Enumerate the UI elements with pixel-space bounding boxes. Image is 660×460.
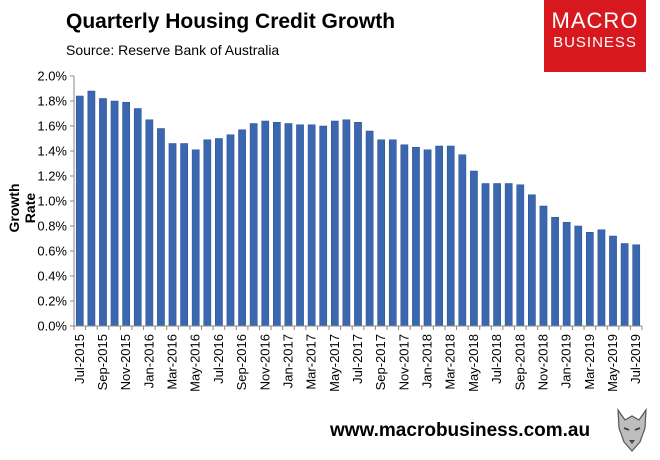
bar	[99, 98, 107, 327]
bar	[551, 217, 559, 327]
bar	[493, 183, 501, 327]
y-tick-label: 2.0%	[37, 69, 67, 84]
bar	[423, 149, 432, 327]
bar	[539, 205, 548, 327]
x-tick-label: Mar-2017	[304, 334, 319, 390]
y-tick-label: 0.8%	[37, 219, 67, 234]
x-tick-label: Nov-2018	[535, 334, 550, 390]
bar	[342, 119, 351, 327]
bar	[296, 124, 304, 327]
bar	[261, 120, 270, 327]
bar	[435, 145, 443, 327]
bar	[87, 90, 96, 327]
bar	[273, 122, 281, 327]
y-tick-label: 0.2%	[37, 294, 67, 309]
bar	[516, 184, 525, 327]
x-tick-label: Jul-2016	[211, 334, 226, 384]
bar	[412, 147, 420, 327]
bar	[620, 243, 629, 327]
bar	[226, 134, 235, 327]
y-tick-label: 1.6%	[37, 119, 67, 134]
y-tick-label: 1.0%	[37, 194, 67, 209]
x-tick-label: Nov-2015	[118, 334, 133, 390]
x-tick-label: Jul-2019	[628, 334, 643, 384]
bar	[191, 149, 200, 327]
bar	[330, 120, 339, 327]
bar	[458, 154, 467, 327]
bar	[307, 124, 316, 327]
bar	[215, 138, 223, 327]
y-tick-label: 1.8%	[37, 94, 67, 109]
bar	[203, 139, 212, 327]
chart-title: Quarterly Housing Credit Growth	[66, 10, 396, 33]
website-url: www.macrobusiness.com.au	[330, 420, 591, 441]
bar	[504, 183, 513, 327]
bar	[319, 125, 328, 327]
x-tick-label: May-2019	[605, 334, 620, 392]
bar	[377, 139, 386, 327]
bar	[354, 122, 362, 327]
bar	[133, 108, 142, 327]
bar	[249, 123, 258, 327]
x-tick-label: Jan-2017	[280, 334, 295, 388]
bar	[180, 143, 188, 327]
bar	[145, 119, 154, 327]
bar	[365, 130, 374, 327]
x-tick-label: Jan-2016	[141, 334, 156, 388]
bar	[284, 123, 293, 327]
bar	[481, 183, 490, 327]
bar	[632, 244, 641, 327]
logo-line2: BUSINESS	[553, 34, 637, 51]
bar	[168, 143, 177, 327]
x-tick-label: Nov-2016	[257, 334, 272, 390]
bar	[609, 235, 617, 327]
y-tick-label: 0.6%	[37, 244, 67, 259]
x-tick-label: Jul-2018	[489, 334, 504, 384]
macro-business-logo: MACRO BUSINESS	[544, 0, 646, 72]
bar	[585, 232, 594, 327]
bar	[562, 222, 571, 327]
x-tick-label: Nov-2017	[396, 334, 411, 390]
bar	[157, 128, 165, 327]
x-tick-label: Sep-2015	[95, 334, 110, 390]
x-tick-label: Jan-2019	[559, 334, 574, 388]
y-tick-label: 1.4%	[37, 144, 67, 159]
bar	[597, 229, 606, 327]
x-tick-label: May-2018	[466, 334, 481, 392]
bar	[122, 102, 131, 327]
x-tick-label: May-2016	[188, 334, 203, 392]
y-tick-label: 0.4%	[37, 269, 67, 284]
bar	[574, 225, 583, 327]
wolf-mascot-icon	[617, 407, 647, 452]
bar	[470, 170, 478, 327]
y-tick-label: 1.2%	[37, 169, 67, 184]
x-tick-label: Sep-2017	[373, 334, 388, 390]
bar	[238, 129, 246, 327]
x-tick-label: May-2017	[327, 334, 342, 392]
bar	[110, 100, 119, 327]
y-tick-label: 0.0%	[37, 319, 67, 334]
bar	[400, 144, 409, 327]
x-tick-label: Mar-2018	[443, 334, 458, 390]
x-tick-label: Mar-2019	[582, 334, 597, 390]
bar	[75, 95, 84, 327]
x-tick-label: Jul-2015	[72, 334, 87, 384]
x-tick-label: Sep-2016	[234, 334, 249, 390]
x-tick-label: Jul-2017	[350, 334, 365, 384]
chart-source: Source: Reserve Bank of Australia	[66, 42, 280, 58]
bar	[528, 194, 536, 327]
x-tick-label: Sep-2018	[512, 334, 527, 390]
x-tick-label: Jan-2018	[420, 334, 435, 388]
logo-line1: MACRO	[551, 8, 639, 33]
x-tick-label: Mar-2016	[165, 334, 180, 390]
bar	[388, 139, 397, 327]
bar	[446, 145, 455, 327]
